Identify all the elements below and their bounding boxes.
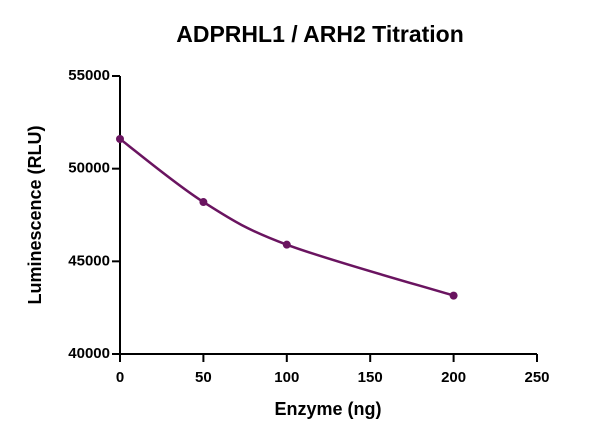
data-point: [282, 240, 291, 249]
x-tick-label: 150: [358, 369, 383, 386]
y-tick-label: 45000: [68, 252, 110, 269]
x-tick-label: 50: [195, 369, 212, 386]
y-axis-label: Luminescence (RLU): [25, 125, 45, 304]
data-point: [449, 291, 458, 300]
chart-title: ADPRHL1 / ARH2 Titration: [176, 21, 464, 47]
y-tick-label: 50000: [68, 160, 110, 177]
x-tick-label: 0: [116, 369, 124, 386]
x-tick-label: 200: [441, 369, 466, 386]
y-tick-label: 40000: [68, 345, 110, 362]
series-line: [119, 138, 454, 297]
data-point: [116, 135, 124, 144]
x-tick-label: 250: [524, 369, 549, 386]
x-axis-label: Enzyme (ng): [274, 399, 381, 419]
y-tick-label: 55000: [68, 67, 110, 84]
data-point: [199, 198, 208, 207]
x-tick-label: 100: [274, 369, 299, 386]
